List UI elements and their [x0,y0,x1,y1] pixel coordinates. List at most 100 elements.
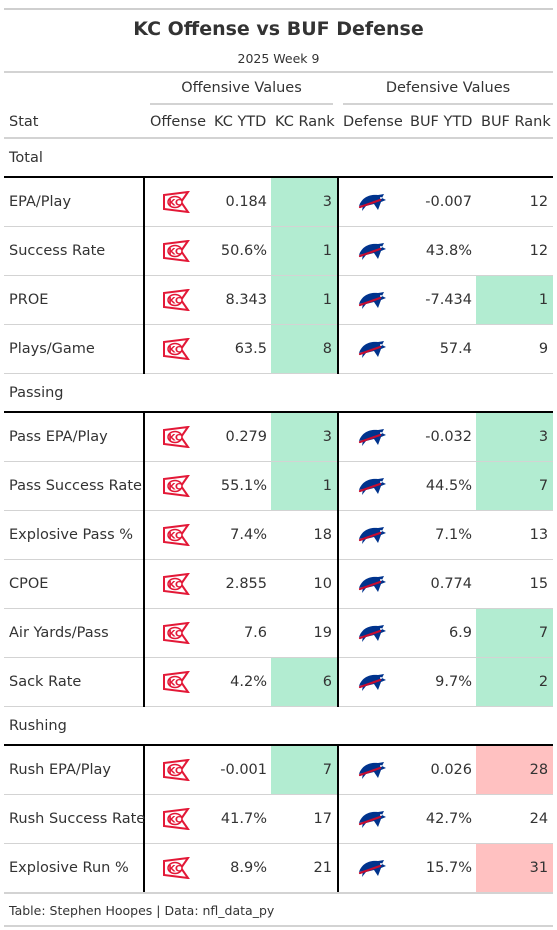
buf-ytd-cell: 6.9 [405,608,476,658]
defense-logo-cell [337,559,405,609]
kc-rank-cell: 1 [271,226,339,276]
group-label: Rushing [4,706,554,746]
chiefs-arrowhead-logo-icon: KC [163,759,190,781]
source-note: Table: Stephen Hoopes | Data: nfl_data_p… [9,903,275,918]
stat-name-cell: Sack Rate [4,657,144,707]
offense-logo-cell: KC [143,559,209,609]
bottom-rule [4,925,553,927]
svg-text:KC: KC [168,199,182,209]
column-header-kc-rank: KC Rank [275,114,335,130]
column-header-buf-rank: BUF Rank [481,114,551,130]
buf-rank-cell: 2 [476,657,554,707]
svg-text:KC: KC [168,434,182,444]
kc-rank-cell: 6 [271,657,339,707]
bills-buffalo-logo-icon [358,341,386,358]
kc-ytd-cell: 4.2% [209,657,271,707]
svg-text:KC: KC [168,581,182,591]
chiefs-arrowhead-logo-icon: KC [163,671,190,693]
table-row: Pass EPA/Play KC 0.279 3 -0.032 3 [4,412,554,462]
kc-rank-cell: 17 [271,794,339,844]
buf-rank-cell: 7 [476,608,554,658]
bills-buffalo-logo-icon [358,292,386,309]
svg-text:KC: KC [168,630,182,640]
buf-rank-cell: 28 [476,745,554,795]
table-title: KC Offense vs BUF Defense [133,18,424,40]
svg-text:KC: KC [168,346,182,356]
svg-text:KC: KC [168,483,182,493]
stat-name-cell: PROE [4,275,144,325]
defense-logo-cell [337,177,405,227]
buf-ytd-cell: 0.774 [405,559,476,609]
chiefs-arrowhead-logo-icon: KC [163,475,190,497]
chiefs-arrowhead-logo-icon: KC [163,289,190,311]
stat-name-cell: CPOE [4,559,144,609]
table-row: Sack Rate KC 4.2% 6 9.7% 2 [4,657,554,707]
svg-text:KC: KC [168,248,182,258]
spanner-defensive-values: Defensive Values [385,80,511,96]
offense-logo-cell: KC [143,275,209,325]
buf-ytd-cell: 0.026 [405,745,476,795]
svg-text:KC: KC [168,297,182,307]
chiefs-arrowhead-logo-icon: KC [163,573,190,595]
stat-name-cell: EPA/Play [4,177,144,227]
buf-ytd-cell: 43.8% [405,226,476,276]
svg-text:KC: KC [168,865,182,875]
offense-logo-cell: KC [143,461,209,511]
kc-ytd-cell: 50.6% [209,226,271,276]
offense-logo-cell: KC [143,843,209,894]
kc-ytd-cell: -0.001 [209,745,271,795]
kc-rank-cell: 19 [271,608,339,658]
buf-rank-cell: 15 [476,559,554,609]
kc-ytd-cell: 0.184 [209,177,271,227]
kc-ytd-cell: 7.4% [209,510,271,560]
bills-buffalo-logo-icon [358,527,386,544]
kc-rank-cell: 21 [271,843,339,894]
column-header-buf-ytd: BUF YTD [410,114,473,130]
bills-buffalo-logo-icon [358,429,386,446]
defense-logo-cell [337,226,405,276]
column-header-rule [4,137,553,139]
kc-rank-cell: 3 [271,412,339,462]
spanner-defensive-line [343,103,553,105]
column-header-offense: Offense [150,114,206,130]
table-row: Plays/Game KC 63.5 8 57.4 9 [4,324,554,374]
offense-logo-cell: KC [143,412,209,462]
buf-rank-cell: 31 [476,843,554,894]
stat-name-cell: Pass Success Rate [4,461,144,511]
kc-ytd-cell: 8.343 [209,275,271,325]
chiefs-arrowhead-logo-icon: KC [163,524,190,546]
offense-logo-cell: KC [143,745,209,795]
stat-name-cell: Success Rate [4,226,144,276]
stat-name-cell: Explosive Run % [4,843,144,894]
group-label: Passing [4,373,554,413]
svg-text:KC: KC [168,767,182,777]
table-row: EPA/Play KC 0.184 3 -0.007 12 [4,177,554,227]
buf-rank-cell: 13 [476,510,554,560]
stats-table: Total EPA/Play KC 0.184 3 -0.007 12 Succ… [4,139,554,894]
bills-buffalo-logo-icon [358,762,386,779]
defense-logo-cell [337,275,405,325]
stat-name-cell: Air Yards/Pass [4,608,144,658]
chiefs-arrowhead-logo-icon: KC [163,426,190,448]
defense-logo-cell [337,794,405,844]
kc-rank-cell: 3 [271,177,339,227]
offense-logo-cell: KC [143,794,209,844]
buf-ytd-cell: 57.4 [405,324,476,374]
bills-buffalo-logo-icon [358,625,386,642]
buf-ytd-cell: -7.434 [405,275,476,325]
kc-ytd-cell: 41.7% [209,794,271,844]
chiefs-arrowhead-logo-icon: KC [163,191,190,213]
table-row: Rush EPA/Play KC -0.001 7 0.026 28 [4,745,554,795]
kc-ytd-cell: 7.6 [209,608,271,658]
spanner-offensive-line [150,103,333,105]
kc-ytd-cell: 63.5 [209,324,271,374]
kc-ytd-cell: 2.855 [209,559,271,609]
header-rule [4,71,553,73]
offense-logo-cell: KC [143,226,209,276]
bills-buffalo-logo-icon [358,860,386,877]
svg-text:KC: KC [168,532,182,542]
offense-logo-cell: KC [143,657,209,707]
table-row: CPOE KC 2.855 10 0.774 15 [4,559,554,609]
column-header-kc-ytd: KC YTD [214,114,267,130]
chiefs-arrowhead-logo-icon: KC [163,622,190,644]
